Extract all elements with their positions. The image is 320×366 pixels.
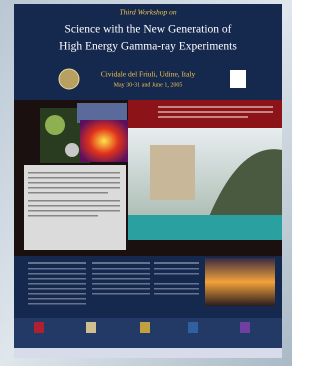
poster-screenshot: Third Workshop on Science with the New G… bbox=[0, 0, 292, 366]
image bbox=[65, 143, 79, 157]
photo-river bbox=[128, 215, 282, 240]
title-line: High Energy Gamma-ray Experiments bbox=[59, 41, 237, 53]
sunset-photo bbox=[205, 258, 275, 306]
subtitle: Third Workshop on bbox=[119, 8, 177, 17]
image bbox=[80, 120, 128, 162]
dates: May 30-31 and June 1, 2005 bbox=[114, 82, 183, 88]
image bbox=[45, 115, 65, 135]
title-line: Science with the New Generation of bbox=[64, 24, 231, 36]
logo bbox=[230, 70, 246, 88]
photo-building bbox=[150, 145, 195, 200]
info-band bbox=[128, 100, 282, 128]
footer-band bbox=[14, 348, 282, 358]
logo bbox=[59, 69, 79, 89]
location: Cividale del Friuli, Udine, Italy bbox=[101, 70, 196, 79]
